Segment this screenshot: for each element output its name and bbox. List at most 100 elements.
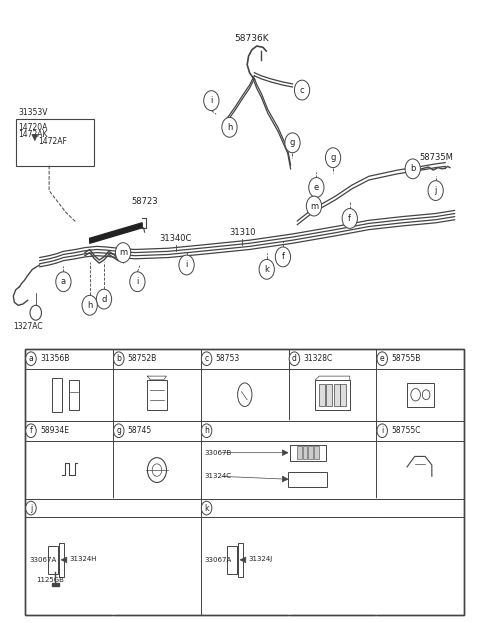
Text: g: g bbox=[330, 153, 336, 162]
Bar bbox=[407, 383, 433, 406]
Text: i: i bbox=[185, 260, 188, 270]
Circle shape bbox=[179, 255, 194, 275]
Bar bbox=[297, 447, 301, 459]
Circle shape bbox=[201, 424, 212, 437]
Circle shape bbox=[276, 247, 290, 267]
Circle shape bbox=[26, 502, 36, 515]
Text: a: a bbox=[61, 277, 66, 286]
Circle shape bbox=[422, 390, 430, 400]
Text: a: a bbox=[29, 354, 33, 363]
Circle shape bbox=[204, 91, 219, 110]
Circle shape bbox=[82, 295, 97, 315]
Circle shape bbox=[26, 352, 36, 366]
Text: i: i bbox=[381, 426, 384, 435]
Circle shape bbox=[201, 352, 212, 366]
Circle shape bbox=[428, 181, 444, 201]
Circle shape bbox=[377, 352, 387, 366]
Circle shape bbox=[285, 133, 300, 153]
Bar bbox=[52, 583, 59, 586]
Text: 58755C: 58755C bbox=[391, 426, 421, 435]
Text: j: j bbox=[30, 503, 32, 513]
Bar bbox=[326, 384, 332, 406]
Text: 58753: 58753 bbox=[216, 354, 240, 363]
Bar bbox=[340, 384, 347, 406]
Text: b: b bbox=[410, 164, 416, 173]
Circle shape bbox=[377, 424, 387, 437]
Text: f: f bbox=[281, 252, 285, 262]
Text: 58723: 58723 bbox=[131, 197, 158, 206]
Text: i: i bbox=[210, 96, 213, 105]
Text: 33067A: 33067A bbox=[204, 557, 232, 563]
Text: h: h bbox=[204, 426, 209, 435]
Circle shape bbox=[56, 272, 71, 292]
Bar bbox=[314, 447, 319, 459]
Circle shape bbox=[222, 117, 237, 137]
Circle shape bbox=[96, 289, 112, 309]
Text: 31324C: 31324C bbox=[204, 473, 232, 479]
Text: 58934E: 58934E bbox=[40, 426, 69, 435]
Circle shape bbox=[411, 389, 420, 401]
Text: m: m bbox=[119, 248, 127, 257]
Text: g: g bbox=[290, 138, 295, 147]
Text: k: k bbox=[264, 265, 269, 274]
Circle shape bbox=[342, 209, 358, 229]
Bar bbox=[227, 546, 237, 574]
Bar bbox=[59, 543, 64, 577]
Bar bbox=[334, 384, 340, 406]
Text: 58745: 58745 bbox=[128, 426, 152, 435]
Circle shape bbox=[405, 159, 420, 179]
Bar bbox=[238, 543, 243, 577]
Text: b: b bbox=[116, 354, 121, 363]
Circle shape bbox=[26, 424, 36, 437]
Circle shape bbox=[309, 178, 324, 197]
Text: d: d bbox=[292, 354, 297, 363]
Text: 1125GB: 1125GB bbox=[36, 577, 64, 583]
Text: 31324H: 31324H bbox=[70, 556, 97, 561]
Bar bbox=[25, 349, 464, 616]
Bar bbox=[25, 349, 464, 616]
Bar bbox=[147, 380, 167, 409]
Circle shape bbox=[294, 80, 310, 100]
Bar bbox=[308, 447, 313, 459]
Text: e: e bbox=[314, 183, 319, 192]
Text: m: m bbox=[310, 202, 318, 211]
Text: e: e bbox=[380, 354, 384, 363]
Text: d: d bbox=[101, 295, 107, 303]
Text: 31328C: 31328C bbox=[303, 354, 333, 363]
Text: 31356B: 31356B bbox=[40, 354, 70, 363]
Circle shape bbox=[325, 148, 341, 168]
Text: f: f bbox=[348, 214, 351, 223]
Text: 33067A: 33067A bbox=[29, 557, 56, 563]
Circle shape bbox=[114, 352, 124, 366]
Text: 31310: 31310 bbox=[229, 228, 256, 237]
Bar bbox=[48, 546, 58, 574]
Text: 31324J: 31324J bbox=[249, 556, 273, 561]
Text: f: f bbox=[30, 426, 32, 435]
Text: 58752B: 58752B bbox=[128, 354, 157, 363]
Circle shape bbox=[116, 242, 131, 262]
Circle shape bbox=[130, 272, 145, 292]
Text: c: c bbox=[204, 354, 209, 363]
Bar bbox=[302, 447, 307, 459]
Bar bbox=[319, 384, 325, 406]
Circle shape bbox=[201, 502, 212, 515]
Text: 31353V: 31353V bbox=[18, 108, 48, 117]
Circle shape bbox=[306, 196, 322, 216]
Text: j: j bbox=[434, 186, 437, 195]
Text: g: g bbox=[116, 426, 121, 435]
Bar bbox=[16, 119, 95, 166]
Text: 14720A: 14720A bbox=[18, 123, 48, 132]
Circle shape bbox=[114, 424, 124, 437]
Text: k: k bbox=[204, 503, 209, 513]
Bar bbox=[288, 472, 327, 487]
Text: 58736K: 58736K bbox=[235, 34, 269, 43]
Circle shape bbox=[259, 259, 275, 279]
Text: 1327AC: 1327AC bbox=[13, 322, 42, 331]
Text: i: i bbox=[136, 277, 139, 286]
Text: h: h bbox=[227, 123, 232, 132]
Text: h: h bbox=[87, 301, 92, 310]
Bar bbox=[315, 380, 350, 409]
Text: 58735M: 58735M bbox=[419, 153, 453, 162]
Text: 1472AK: 1472AK bbox=[18, 130, 48, 139]
Text: 33067B: 33067B bbox=[204, 450, 232, 455]
